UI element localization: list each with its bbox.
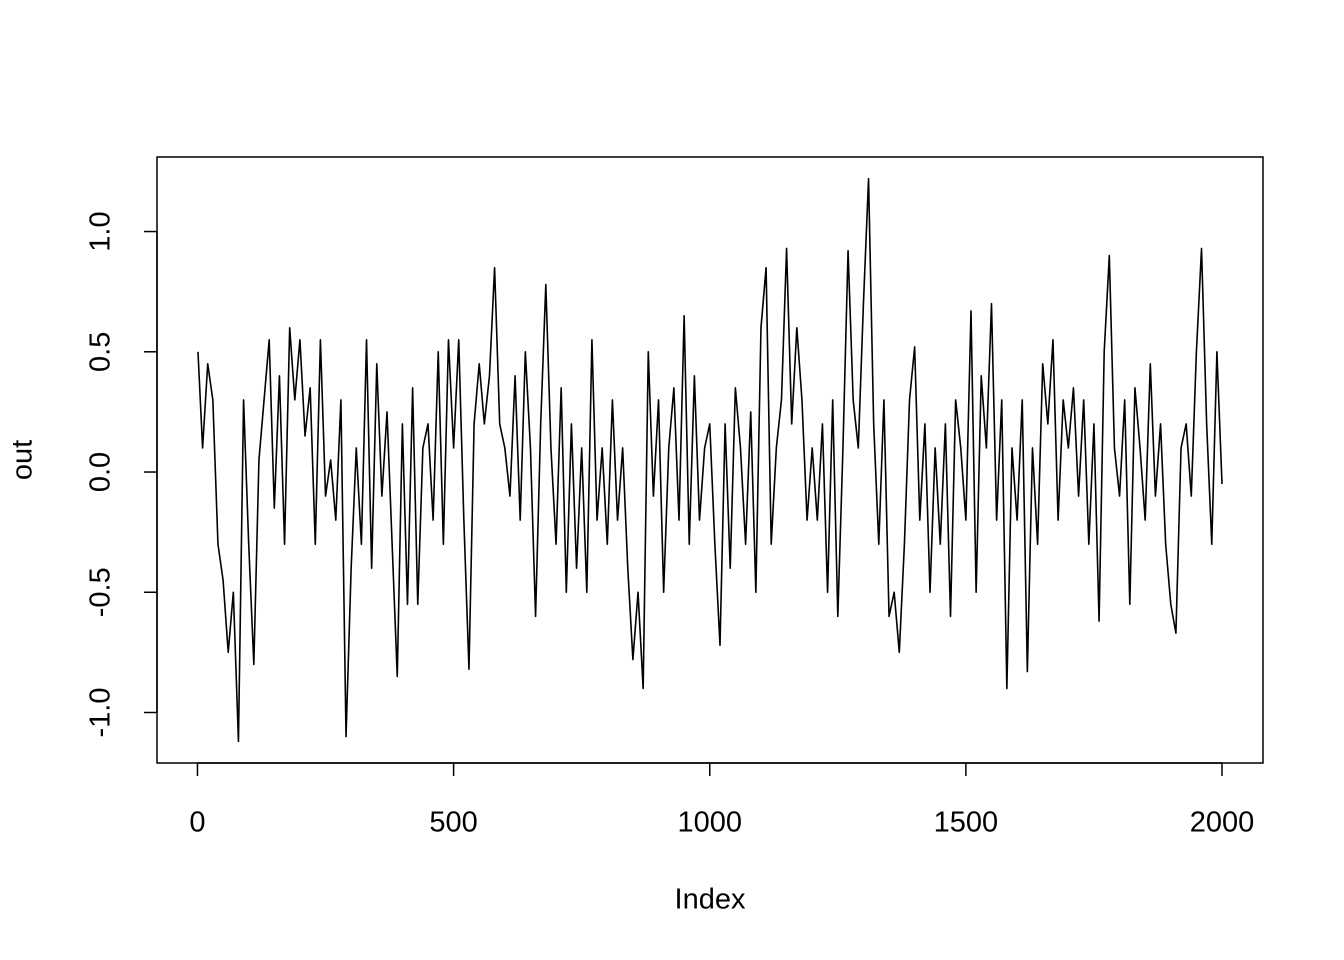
y-tick-label: 0.5 [85,332,117,372]
x-axis-label: Index [675,884,746,916]
y-tick-label: 0.0 [85,452,117,492]
y-axis-label: out [7,440,39,480]
y-tick-label: 1.0 [85,211,117,251]
x-tick-label: 1000 [677,807,742,839]
x-tick-label: 2000 [1190,807,1255,839]
x-tick-label: 1500 [934,807,999,839]
data-line [197,177,1223,743]
x-tick-label: 500 [429,807,477,839]
plot-frame [156,156,1264,764]
x-tick-label: 0 [189,807,205,839]
y-tick-label: -1.0 [85,688,117,738]
y-tick-label: -0.5 [85,567,117,617]
